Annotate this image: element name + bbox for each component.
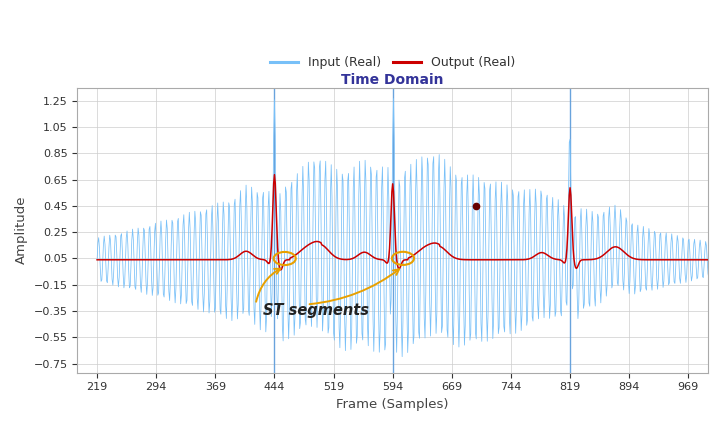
Legend: Input (Real), Output (Real): Input (Real), Output (Real) xyxy=(265,51,520,74)
X-axis label: Frame (Samples): Frame (Samples) xyxy=(336,398,449,411)
Title: Time Domain: Time Domain xyxy=(341,72,444,86)
Y-axis label: Amplitude: Amplitude xyxy=(15,196,28,265)
Text: ST segments: ST segments xyxy=(263,303,369,318)
